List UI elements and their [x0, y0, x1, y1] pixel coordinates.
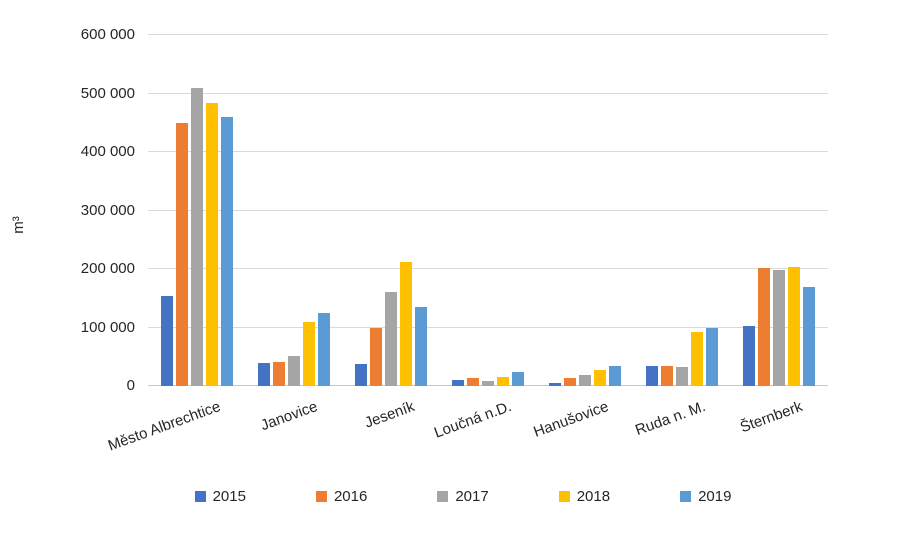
gridline	[148, 151, 828, 152]
bar-group	[148, 35, 245, 386]
x-category-label: Janovice	[258, 398, 320, 435]
bar-2018	[691, 332, 704, 386]
x-category-label: Ruda n. M.	[633, 398, 709, 440]
bar-2017	[579, 375, 592, 386]
legend: 2015 2016 2017 2018 2019	[14, 489, 898, 504]
bar-2015	[646, 366, 659, 386]
bar-2018	[496, 377, 509, 386]
y-tick-label: 300 000	[80, 201, 135, 219]
bar-2016	[175, 122, 188, 386]
bar-2015	[257, 362, 270, 386]
legend-item-2019: 2019	[680, 489, 731, 504]
y-tick-label: 0	[126, 377, 135, 394]
bar-2015	[354, 363, 367, 386]
bar-2016	[564, 377, 577, 386]
bar-2015	[451, 380, 464, 386]
gridline	[148, 268, 828, 269]
bar-2017	[676, 366, 689, 386]
legend-label: 2016	[333, 488, 368, 505]
bar-2016	[369, 327, 382, 386]
bar-group	[634, 35, 731, 386]
y-tick-label: 500 000	[80, 84, 135, 102]
legend-swatch-icon	[194, 491, 206, 502]
plot-area	[148, 34, 828, 386]
bar-group	[537, 35, 634, 386]
x-category-label: Šternberk	[738, 398, 806, 437]
gridline	[148, 34, 828, 35]
y-tick-label: 400 000	[80, 143, 135, 160]
bar-2015	[743, 326, 756, 386]
bar-2018	[399, 261, 412, 386]
gridline	[148, 92, 828, 94]
legend-item-2016: 2016	[315, 488, 368, 505]
bar-2019	[803, 286, 816, 386]
bar-2016	[661, 365, 674, 386]
y-axis-title: m³	[10, 216, 27, 234]
bar-2016	[758, 267, 771, 386]
bar-2017	[190, 87, 203, 386]
legend-item-2015: 2015	[194, 488, 246, 505]
x-category-label: Loučná n.D.	[431, 398, 514, 442]
bar-2017	[287, 355, 300, 386]
bar-2016	[466, 378, 479, 386]
bar-2015	[160, 295, 173, 386]
legend-swatch-icon	[315, 491, 327, 502]
legend-label: 2017	[455, 488, 489, 505]
bar-2018	[205, 103, 218, 386]
gridline	[148, 326, 828, 328]
legend-item-2017: 2017	[437, 488, 489, 505]
gridline	[148, 209, 828, 211]
bar-2015	[549, 382, 562, 386]
bar-2017	[481, 380, 494, 386]
y-tick-label: 100 000	[80, 318, 135, 336]
bar-2017	[773, 269, 786, 386]
legend-swatch-icon	[437, 491, 449, 502]
bar-group	[439, 35, 536, 386]
bar-group	[731, 35, 828, 386]
bar-2019	[317, 312, 330, 386]
x-category-label: Jeseník	[362, 398, 417, 432]
bar-2018	[788, 266, 801, 386]
bar-2018	[302, 321, 315, 386]
bar-2019	[220, 116, 233, 386]
legend-swatch-icon	[680, 491, 692, 502]
legend-label: 2018	[576, 488, 611, 505]
bar-2019	[609, 365, 622, 386]
bar-2019	[414, 307, 427, 386]
legend-label: 2015	[212, 488, 246, 505]
x-category-label: Město Albrechtice	[105, 398, 223, 455]
bar-2019	[706, 328, 719, 386]
bar-2016	[272, 362, 285, 386]
bar-group	[342, 35, 439, 386]
bar-group	[245, 35, 342, 386]
x-category-label: Hanušovice	[531, 398, 611, 441]
y-tick-label: 200 000	[80, 260, 135, 277]
legend-swatch-icon	[558, 491, 570, 502]
bar-2018	[594, 369, 607, 386]
bar-2019	[511, 371, 524, 386]
legend-item-2018: 2018	[558, 488, 611, 505]
bar-2017	[384, 292, 397, 386]
legend-label: 2019	[698, 488, 732, 505]
y-tick-label: 600 000	[80, 26, 135, 43]
